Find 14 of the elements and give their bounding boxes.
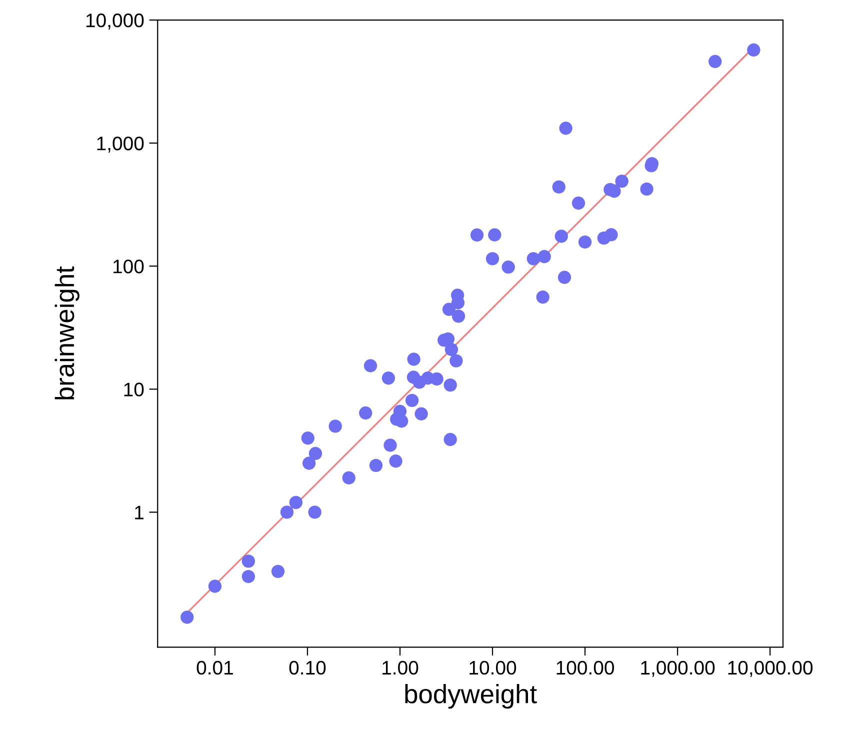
x-tick-label: 1,000.00 [641,660,715,677]
x-tick-label: 100.00 [556,660,614,675]
x-tick-label: 1.00 [382,660,418,675]
y-tick-label: 10,000 [86,14,144,30]
y-tick-label: 1,000 [97,136,144,153]
y-tick-label: 10 [124,382,144,396]
y-axis-title: brainweight [54,266,80,400]
x-axis-title: bodyweight [405,684,537,709]
x-tick-label: 10,000.00 [728,660,813,677]
x-tick-label: 0.01 [196,660,233,675]
x-tick-label: 0.10 [289,660,326,675]
x-tick-label: 10.00 [470,660,516,675]
y-tick-label: 1 [135,506,144,520]
y-tick-label: 100 [113,260,144,274]
